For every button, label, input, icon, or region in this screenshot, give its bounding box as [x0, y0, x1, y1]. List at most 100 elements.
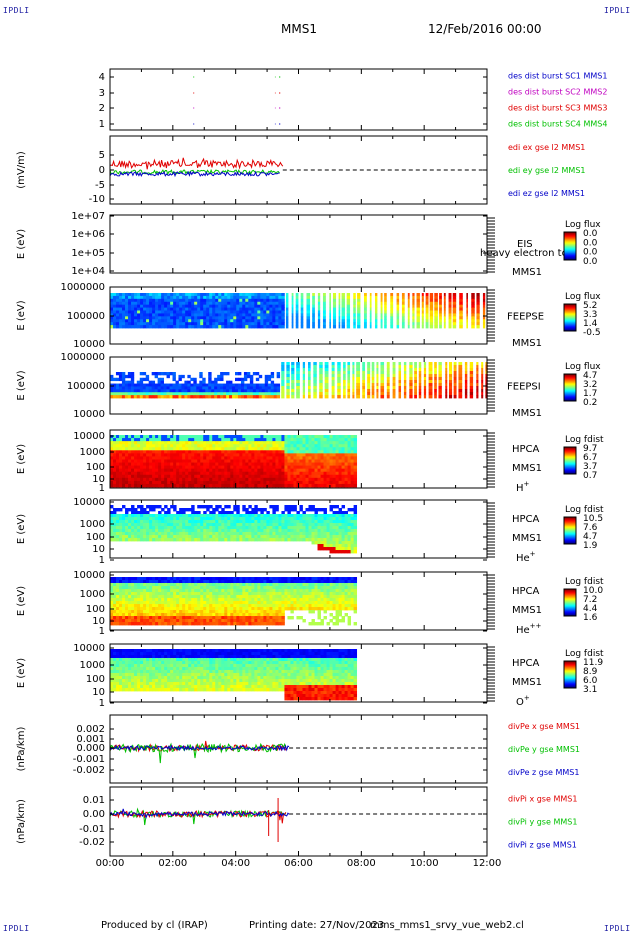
- spectrogram-cell: [230, 293, 234, 297]
- colorbar-swatch: [564, 253, 576, 255]
- spectrogram-cell: [341, 471, 345, 476]
- spectrogram-cell: [269, 319, 273, 323]
- spectrogram-cell: [296, 526, 300, 530]
- spectrogram-cell: [188, 295, 192, 300]
- spectrogram-cell: [239, 293, 243, 297]
- spectrogram-cell: [236, 298, 240, 303]
- spectrogram-cell: [317, 304, 321, 308]
- spectrogram-cell: [272, 535, 276, 539]
- spectrogram-cell: [293, 532, 297, 536]
- spectrogram-cell: [414, 374, 417, 378]
- spectrogram-cell: [185, 523, 189, 527]
- spectrogram-cell: [110, 529, 114, 533]
- spectrogram-cell: [331, 395, 335, 399]
- spectrogram-cell: [374, 319, 378, 323]
- spectrogram-cell: [445, 395, 448, 399]
- spectrogram-cell: [287, 523, 291, 527]
- spectrogram-cell: [343, 362, 346, 366]
- spectrogram-cell: [215, 477, 219, 482]
- spectrogram-cell: [308, 468, 312, 473]
- spectrogram-cell: [125, 313, 129, 317]
- spectrogram-cell: [203, 511, 207, 515]
- spectrogram-cell: [281, 523, 285, 527]
- spectrogram-cell: [412, 313, 415, 317]
- spectrogram-cell: [438, 386, 442, 390]
- spectrogram-cell: [429, 307, 434, 311]
- spectrogram-cell: [278, 465, 282, 470]
- spectrogram-cell: [320, 474, 324, 479]
- spectrogram-cell: [205, 386, 209, 390]
- spectrogram-cell: [290, 538, 294, 542]
- spectrogram-cell: [212, 529, 216, 533]
- spectrogram-cell: [209, 480, 213, 485]
- spectrogram-cell: [290, 517, 294, 521]
- spectrogram-cell: [116, 462, 120, 466]
- spectrogram-cell: [306, 304, 311, 308]
- spectrogram-cell: [170, 325, 174, 329]
- spectrogram-cell: [434, 362, 437, 366]
- spectrogram-cell: [206, 535, 210, 539]
- spectrogram-cell: [314, 474, 318, 479]
- spectrogram-cell: [260, 514, 264, 518]
- spectrogram-cell: [448, 298, 452, 303]
- spectrogram-cell: [155, 438, 159, 442]
- spectrogram-cell: [146, 293, 150, 297]
- spectrogram-cell: [347, 462, 352, 466]
- spectrogram-cell: [203, 514, 207, 518]
- spectrogram-cell: [185, 435, 189, 439]
- spectrogram-cell: [356, 368, 361, 372]
- spectrogram-cell: [341, 435, 345, 439]
- spectrogram-cell: [194, 480, 198, 485]
- spectrogram-cell: [146, 307, 150, 311]
- spectrogram-cell: [131, 474, 135, 479]
- spectrogram-cell: [200, 474, 204, 479]
- spectrogram-cell: [314, 462, 318, 466]
- spectrogram-cell: [125, 435, 129, 439]
- spectrogram-cell: [278, 307, 282, 311]
- spectrogram-cell: [353, 511, 358, 515]
- colorbar-swatch: [564, 322, 576, 324]
- spectrogram-cell: [131, 301, 135, 306]
- spectrogram-cell: [353, 477, 358, 482]
- spectrogram-cell: [152, 453, 156, 457]
- spectrogram-cell: [170, 517, 174, 521]
- spectrogram-cell: [329, 310, 331, 314]
- spectrogram-cell: [248, 307, 252, 311]
- spectrogram-cell: [320, 538, 324, 542]
- spectrogram-cell: [155, 301, 159, 306]
- spectrogram-cell: [131, 514, 135, 518]
- spectrogram-cell: [347, 444, 352, 448]
- spectrogram-cell: [137, 483, 141, 488]
- spectrogram-cell: [128, 526, 132, 530]
- spectrogram-cell: [371, 362, 375, 366]
- spectrogram-cell: [269, 459, 273, 463]
- spectrogram-cell: [185, 468, 189, 473]
- spectrogram-cell: [390, 304, 394, 308]
- spectrogram-cell: [209, 532, 213, 536]
- spectrogram-cell: [257, 529, 261, 533]
- spectrogram-cell: [221, 508, 225, 512]
- spectrogram-cell: [278, 523, 282, 527]
- spectrogram-cell: [140, 293, 144, 297]
- spectrogram-cell: [134, 325, 138, 329]
- spectrogram-cell: [371, 389, 375, 393]
- spectrogram-cell: [233, 322, 237, 326]
- spectrogram-cell: [363, 322, 367, 326]
- spectrogram-cell: [122, 316, 126, 320]
- spectrogram-cell: [122, 301, 126, 306]
- spectrogram-cell: [134, 480, 138, 485]
- spectrogram-cell: [149, 535, 153, 539]
- spectrogram-cell: [254, 307, 258, 311]
- spectrogram-cell: [173, 301, 177, 306]
- spectrogram-cell: [390, 322, 394, 326]
- spectrogram-cell: [233, 465, 237, 470]
- spectrogram-cell: [237, 395, 242, 399]
- colorbar-swatch: [564, 323, 576, 325]
- spectrogram-cell: [353, 444, 358, 448]
- spectrogram-cell: [140, 462, 144, 466]
- spectrogram-cell: [324, 377, 329, 381]
- spectrogram-cell: [296, 474, 300, 479]
- spectrogram-cell: [140, 295, 144, 300]
- colorbar-swatch: [564, 471, 576, 474]
- colorbar-swatch: [564, 307, 576, 309]
